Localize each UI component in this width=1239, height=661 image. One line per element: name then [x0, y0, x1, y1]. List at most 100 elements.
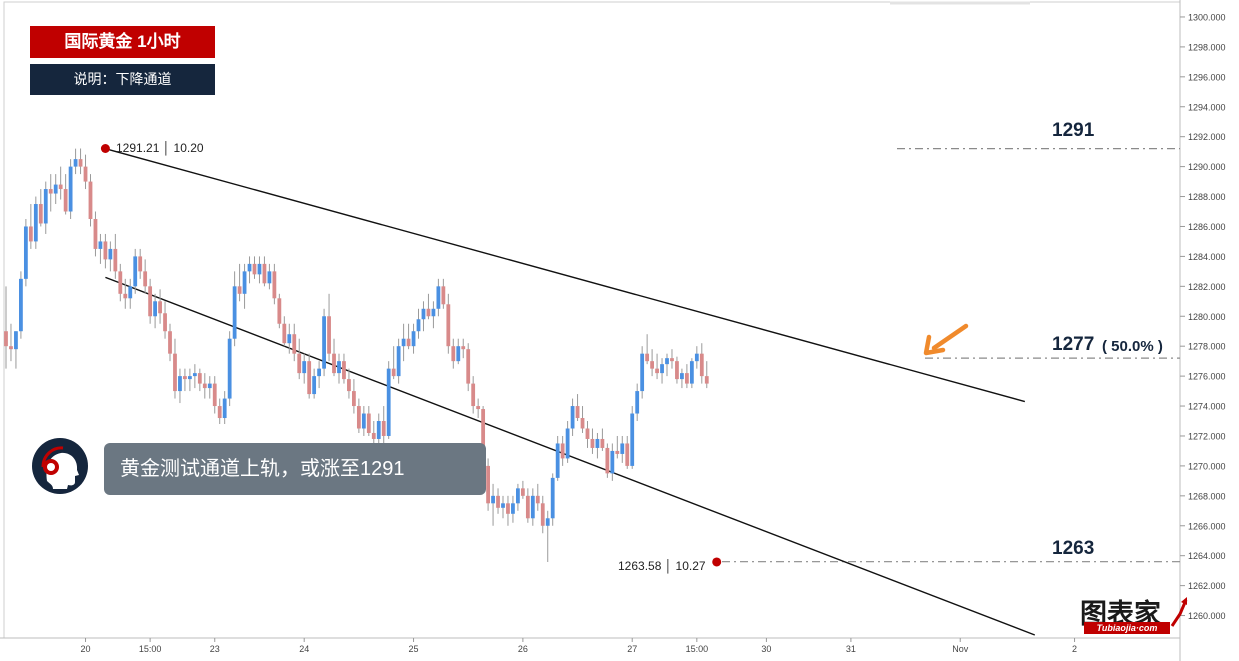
candle-body [123, 293, 128, 299]
candle-body [212, 383, 217, 407]
candle-body [585, 428, 590, 439]
candle-body [575, 406, 580, 419]
candle-body [277, 298, 282, 324]
y-tick-label: 1262.000 [1188, 581, 1226, 591]
candle-body [352, 391, 356, 407]
candle-body [267, 271, 272, 284]
annotation-arrow-head [923, 334, 946, 356]
candle-body [292, 334, 297, 354]
y-tick-label: 1270.000 [1188, 461, 1226, 471]
candle-body [689, 361, 694, 384]
candle-body [615, 450, 620, 454]
candle-body [421, 308, 426, 320]
candle-body [699, 353, 704, 377]
candle-body [580, 418, 585, 429]
y-tick-label: 1280.000 [1188, 312, 1226, 322]
candle-body [53, 184, 58, 194]
channel-upper-line [105, 147, 1026, 403]
x-tick-label: 25 [409, 644, 419, 654]
x-tick-label: 30 [761, 644, 771, 654]
y-tick-label: 1268.000 [1188, 491, 1226, 501]
candle-body [347, 379, 351, 392]
candle-body [48, 189, 53, 194]
analysis-callout: 黄金测试通道上轨，或涨至1291 [104, 443, 486, 495]
candle-body [456, 346, 461, 362]
candle-body [396, 346, 401, 377]
y-tick-label: 1260.000 [1188, 611, 1226, 621]
candle-body [272, 271, 277, 299]
candle-body [461, 346, 466, 350]
candle-body [660, 364, 664, 374]
candle-body [486, 465, 490, 504]
y-tick-label: 1276.000 [1188, 372, 1226, 382]
x-tick-label: Nov [952, 644, 969, 654]
candle-body [590, 438, 595, 448]
candle-body [476, 406, 481, 410]
candle-body [113, 248, 118, 272]
candle-body [381, 421, 386, 436]
candle-body [665, 358, 669, 365]
candle-body [337, 361, 341, 374]
level-label-1277-note: ( 50.0% ) [1102, 338, 1163, 355]
candle-body [411, 331, 416, 347]
candle-body [252, 263, 257, 275]
candle-body [187, 376, 192, 380]
candle-body [222, 398, 227, 419]
x-tick-label: 31 [846, 644, 856, 654]
y-tick-label: 1290.000 [1188, 162, 1226, 172]
y-tick-label: 1286.000 [1188, 222, 1226, 232]
candle-body [620, 443, 625, 454]
candle-body [302, 361, 307, 374]
y-tick-label: 1288.000 [1188, 192, 1226, 202]
candle-body [655, 368, 659, 374]
swing-point-marker [100, 144, 110, 154]
y-tick-label: 1296.000 [1188, 72, 1226, 82]
candle-body [163, 313, 167, 332]
candle-body [232, 286, 237, 339]
chart-note-badge: 说明：下降通道 [30, 64, 215, 95]
candle-body [540, 503, 545, 526]
candle-body [605, 447, 610, 474]
candle-body [63, 189, 68, 212]
x-tick-label: 27 [627, 644, 637, 654]
candle-body [153, 301, 157, 317]
candle-body [237, 286, 242, 294]
candle-body [68, 166, 73, 212]
candle-body [98, 241, 103, 249]
chart-title-badge: 国际黄金 1小时 [30, 26, 215, 58]
x-tick-label: 23 [210, 644, 220, 654]
y-tick-label: 1300.000 [1188, 12, 1226, 22]
y-tick-label: 1294.000 [1188, 102, 1226, 112]
analyst-avatar-icon [32, 438, 88, 494]
candle-body [650, 361, 654, 369]
swing-high-label: 1291.21 │ 10.20 [116, 141, 204, 155]
candle-body [361, 413, 366, 429]
candle-body [43, 189, 48, 224]
candle-body [694, 353, 699, 362]
candle-body [496, 495, 500, 508]
x-tick-label: 26 [518, 644, 528, 654]
candle-body [242, 271, 247, 294]
candle-body [33, 204, 38, 242]
candle-body [406, 338, 411, 347]
candle-body [148, 286, 153, 317]
candle-body [103, 241, 108, 260]
y-tick-label: 1266.000 [1188, 521, 1226, 531]
candle-body [133, 256, 138, 287]
candle-body [257, 263, 262, 275]
candle-body [317, 368, 322, 377]
candle-body [431, 308, 436, 317]
candle-body [371, 432, 376, 439]
y-tick-label: 1264.000 [1188, 551, 1226, 561]
plot-frame [3, 1, 1181, 639]
candle-body [207, 383, 212, 389]
candle-body [227, 338, 232, 399]
candle-body [550, 477, 555, 519]
candle-body [217, 406, 222, 419]
y-tick-label: 1272.000 [1188, 431, 1226, 441]
candle-body [436, 286, 441, 309]
candle-body [322, 316, 326, 369]
candle-body [168, 331, 172, 354]
